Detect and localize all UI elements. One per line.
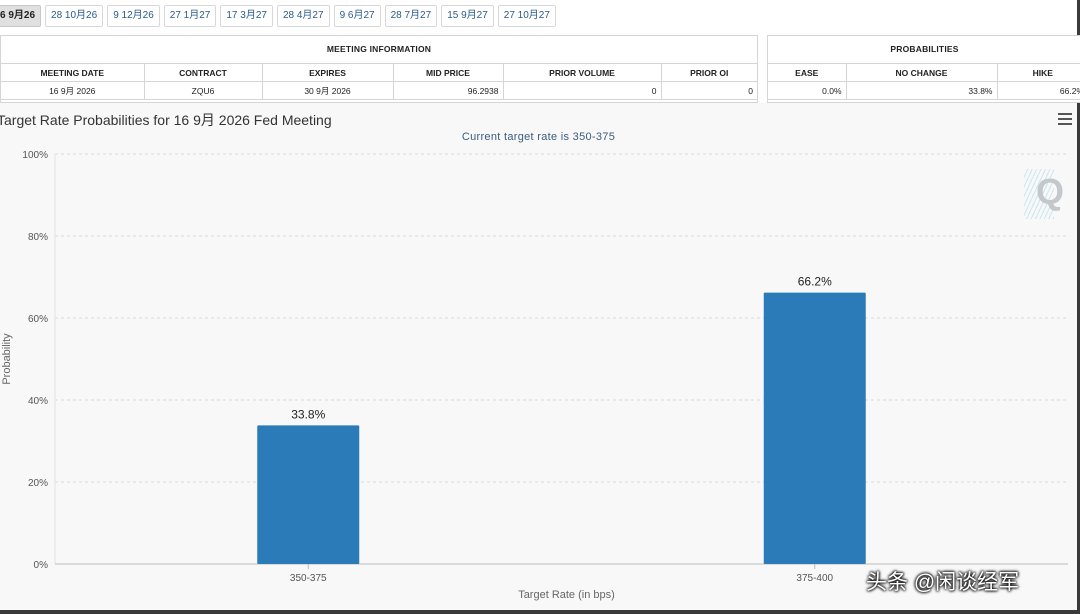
chart-title: Target Rate Probabilities for 16 9月 2026… bbox=[0, 112, 332, 128]
x-tick-label: 350-375 bbox=[290, 573, 327, 584]
data-label: 66.2% bbox=[798, 275, 832, 289]
mid-price-cell: 96.2938 bbox=[393, 81, 504, 100]
tab-meeting-6[interactable]: 28 4月27 bbox=[276, 5, 330, 27]
column-header: MID PRICE bbox=[393, 64, 504, 82]
bar bbox=[763, 292, 866, 564]
tab-meeting-4[interactable]: 27 1月27 bbox=[163, 5, 217, 27]
meeting-information-table: MEETING INFORMATION MEETING DATE CONTRAC… bbox=[0, 35, 758, 103]
probability-chart: Target Rate Probabilities for 16 9月 2026… bbox=[0, 103, 1077, 610]
expires-cell: 30 9月 2026 bbox=[262, 81, 394, 100]
meeting-information-title: MEETING INFORMATION bbox=[1, 36, 757, 64]
y-tick-label: 40% bbox=[28, 396, 48, 407]
chart-subtitle: Current target rate is 350-375 bbox=[461, 131, 616, 143]
tab-meeting-10[interactable]: 27 10月27 bbox=[497, 5, 556, 27]
tab-meeting-2[interactable]: 28 10月26 bbox=[45, 5, 104, 27]
y-tick-label: 80% bbox=[28, 232, 48, 243]
y-axis-label: Probability bbox=[1, 333, 13, 385]
table-row: 16 9月 2026 ZQU6 30 9月 2026 96.2938 0 0 bbox=[1, 81, 757, 100]
contract-cell: ZQU6 bbox=[144, 81, 263, 100]
window-edge-right bbox=[1077, 0, 1080, 614]
bar bbox=[257, 425, 360, 564]
x-tick-label: 375-400 bbox=[796, 573, 833, 584]
prior-oi-cell: 0 bbox=[661, 81, 757, 100]
x-axis-label: Target Rate (in bps) bbox=[518, 589, 615, 601]
column-header: CONTRACT bbox=[144, 64, 263, 82]
column-header: NO CHANGE bbox=[846, 64, 998, 82]
data-label: 33.8% bbox=[291, 407, 325, 421]
probabilities-table: PROBABILITIES EASE NO CHANGE HIKE 0.0% 3… bbox=[767, 35, 1080, 103]
y-tick-label: 100% bbox=[22, 150, 48, 161]
tab-meeting-8[interactable]: 28 7月27 bbox=[384, 5, 438, 27]
table-header-row: MEETING DATE CONTRACT EXPIRES MID PRICE … bbox=[1, 64, 757, 82]
y-tick-label: 0% bbox=[34, 560, 49, 571]
column-header: PRIOR OI bbox=[661, 64, 757, 82]
probabilities-title: PROBABILITIES bbox=[768, 36, 1080, 64]
chart-plot: 0% 20% 40% 60% 80% 100% Probability 33.8% 350-37… bbox=[1, 150, 1068, 601]
column-header: MEETING DATE bbox=[1, 64, 145, 82]
meeting-date-tabs: 6 9月26 28 10月26 9 12月26 27 1月27 17 3月27 … bbox=[0, 5, 556, 27]
hike-cell: 66.2% bbox=[997, 81, 1080, 100]
column-header: HIKE bbox=[997, 64, 1080, 82]
tab-meeting-1[interactable]: 6 9月26 bbox=[0, 5, 42, 27]
no-change-cell: 33.8% bbox=[846, 81, 998, 100]
prior-volume-cell: 0 bbox=[503, 81, 662, 100]
y-tick-label: 20% bbox=[28, 478, 48, 489]
hamburger-menu-icon[interactable] bbox=[1058, 113, 1072, 125]
ease-cell: 0.0% bbox=[768, 81, 847, 100]
tab-meeting-5[interactable]: 17 3月27 bbox=[220, 5, 273, 27]
y-tick-label: 60% bbox=[28, 314, 48, 325]
column-header: EXPIRES bbox=[262, 64, 394, 82]
column-header: PRIOR VOLUME bbox=[503, 64, 662, 82]
window-edge-bottom bbox=[0, 610, 1080, 614]
meeting-date-cell: 16 9月 2026 bbox=[1, 81, 145, 100]
tab-meeting-7[interactable]: 9 6月27 bbox=[333, 5, 381, 27]
tab-meeting-9[interactable]: 15 9月27 bbox=[441, 5, 494, 27]
column-header: EASE bbox=[768, 64, 847, 82]
table-row: 0.0% 33.8% 66.2% bbox=[768, 81, 1080, 100]
table-header-row: EASE NO CHANGE HIKE bbox=[768, 64, 1080, 82]
watermark: 头条 @闲谈经军 bbox=[866, 571, 1020, 594]
q-logo-icon: Q bbox=[1022, 165, 1072, 225]
tab-meeting-3[interactable]: 9 12月26 bbox=[107, 5, 160, 27]
